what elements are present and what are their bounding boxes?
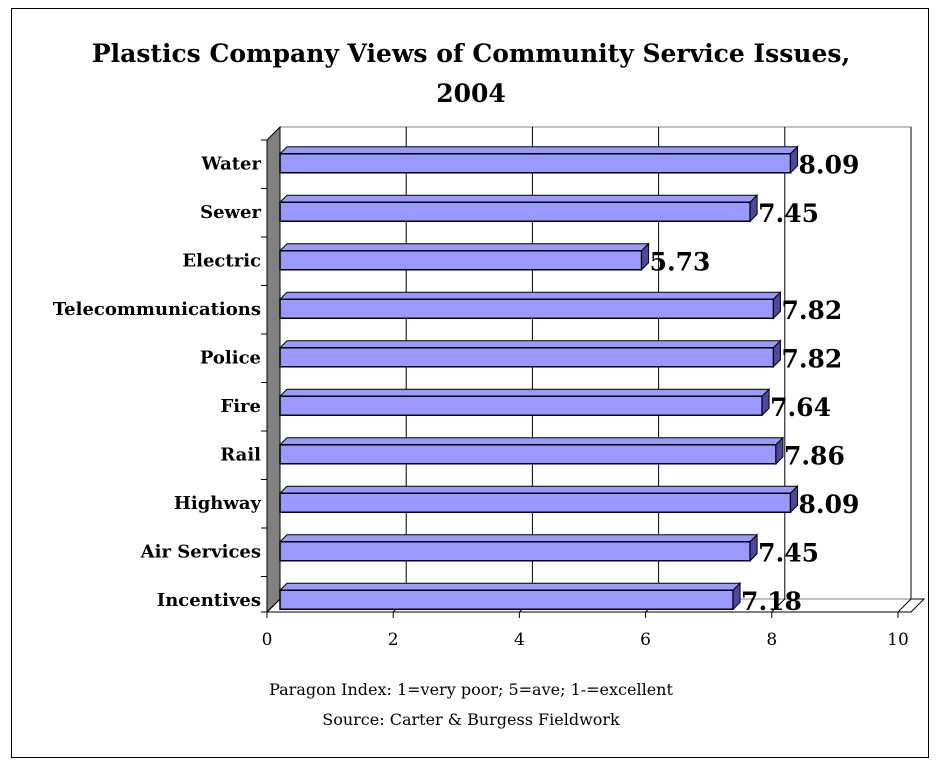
x-tick-label: 0 bbox=[262, 630, 273, 650]
bar-side-face bbox=[789, 145, 798, 174]
bar-side-face bbox=[761, 388, 770, 417]
bar bbox=[278, 339, 782, 368]
bar-front-face bbox=[279, 250, 643, 271]
data-label: 7.64 bbox=[770, 393, 831, 422]
data-label: 7.45 bbox=[758, 199, 819, 228]
bar-top-face bbox=[278, 534, 759, 543]
bar-top-face bbox=[278, 291, 782, 300]
bar-top-face bbox=[278, 388, 771, 397]
category-label: Rail bbox=[220, 444, 261, 465]
bar-top-face bbox=[278, 146, 799, 155]
category-label: Telecommunications bbox=[53, 299, 261, 320]
x-tick-label: 8 bbox=[766, 630, 777, 650]
bar-front-face bbox=[279, 541, 751, 562]
bar-front-face bbox=[279, 492, 792, 513]
bar-side-face bbox=[772, 339, 781, 368]
floor-gridline bbox=[266, 598, 281, 613]
bar-side-face bbox=[775, 436, 784, 465]
bar-front-face bbox=[279, 201, 751, 222]
data-label: 7.45 bbox=[758, 538, 819, 567]
bar-front-face bbox=[279, 298, 775, 319]
data-label: 7.86 bbox=[784, 441, 845, 470]
chart-title: Plastics Company Views of Community Serv… bbox=[91, 39, 851, 108]
bar-side-face bbox=[732, 582, 741, 611]
x-tick-label: 10 bbox=[887, 630, 909, 650]
category-label: Air Services bbox=[140, 541, 261, 562]
category-label: Highway bbox=[174, 493, 262, 514]
bar-top-face bbox=[278, 437, 785, 446]
x-tick-label: 6 bbox=[640, 630, 651, 650]
data-label: 7.82 bbox=[781, 296, 842, 325]
bar bbox=[278, 582, 742, 611]
bar-side-face bbox=[749, 194, 758, 223]
bar bbox=[278, 242, 650, 271]
bar bbox=[278, 145, 799, 174]
category-label: Electric bbox=[182, 250, 261, 271]
data-label: 5.73 bbox=[650, 247, 711, 276]
bar-front-face bbox=[279, 589, 734, 610]
bar-front-face bbox=[279, 153, 792, 174]
category-labels: Water Sewer Electric Telecommunications Poli… bbox=[53, 139, 267, 613]
category-label: Incentives bbox=[157, 590, 261, 611]
bar-top-face bbox=[278, 243, 650, 252]
bar bbox=[278, 194, 759, 223]
bar bbox=[278, 388, 771, 417]
bar bbox=[278, 485, 799, 514]
category-label: Police bbox=[200, 347, 261, 368]
chart-side-wall bbox=[266, 125, 281, 614]
category-label: Fire bbox=[220, 396, 261, 417]
bar-side-face bbox=[749, 533, 758, 562]
x-tick-label: 4 bbox=[514, 630, 525, 650]
data-label: 7.18 bbox=[741, 587, 802, 616]
bar-top-face bbox=[278, 340, 782, 349]
category-label: Water bbox=[200, 153, 261, 174]
bar-front-face bbox=[279, 347, 775, 368]
bar-top-face bbox=[278, 194, 759, 203]
bar-side-face bbox=[772, 291, 781, 320]
data-label: 8.09 bbox=[798, 490, 859, 519]
x-axis-ticks: 0 2 4 6 8 10 bbox=[262, 612, 909, 650]
source-footnote: Source: Carter & Burgess Fieldwork bbox=[322, 710, 620, 729]
value-labels: 8.09 7.45 5.73 7.82 7.82 7.64 7.86 8.09 7.45 7.18 bbox=[650, 150, 860, 616]
bars bbox=[278, 145, 799, 611]
category-label: Sewer bbox=[200, 202, 261, 223]
bar-top-face bbox=[278, 582, 742, 591]
bar-side-face bbox=[789, 485, 798, 514]
bar-side-face bbox=[641, 242, 650, 271]
bar bbox=[278, 533, 759, 562]
bar bbox=[278, 436, 785, 465]
bar-front-face bbox=[279, 444, 777, 465]
floor-gridline bbox=[897, 598, 912, 613]
bar-front-face bbox=[279, 395, 763, 416]
data-label: 8.09 bbox=[798, 150, 859, 179]
index-footnote: Paragon Index: 1=very poor; 5=ave; 1-=ex… bbox=[269, 680, 673, 699]
bar-top-face bbox=[278, 485, 799, 494]
floor-gridline bbox=[771, 598, 786, 613]
x-tick-label: 2 bbox=[388, 630, 399, 650]
bar bbox=[278, 291, 782, 320]
data-label: 7.82 bbox=[781, 344, 842, 373]
